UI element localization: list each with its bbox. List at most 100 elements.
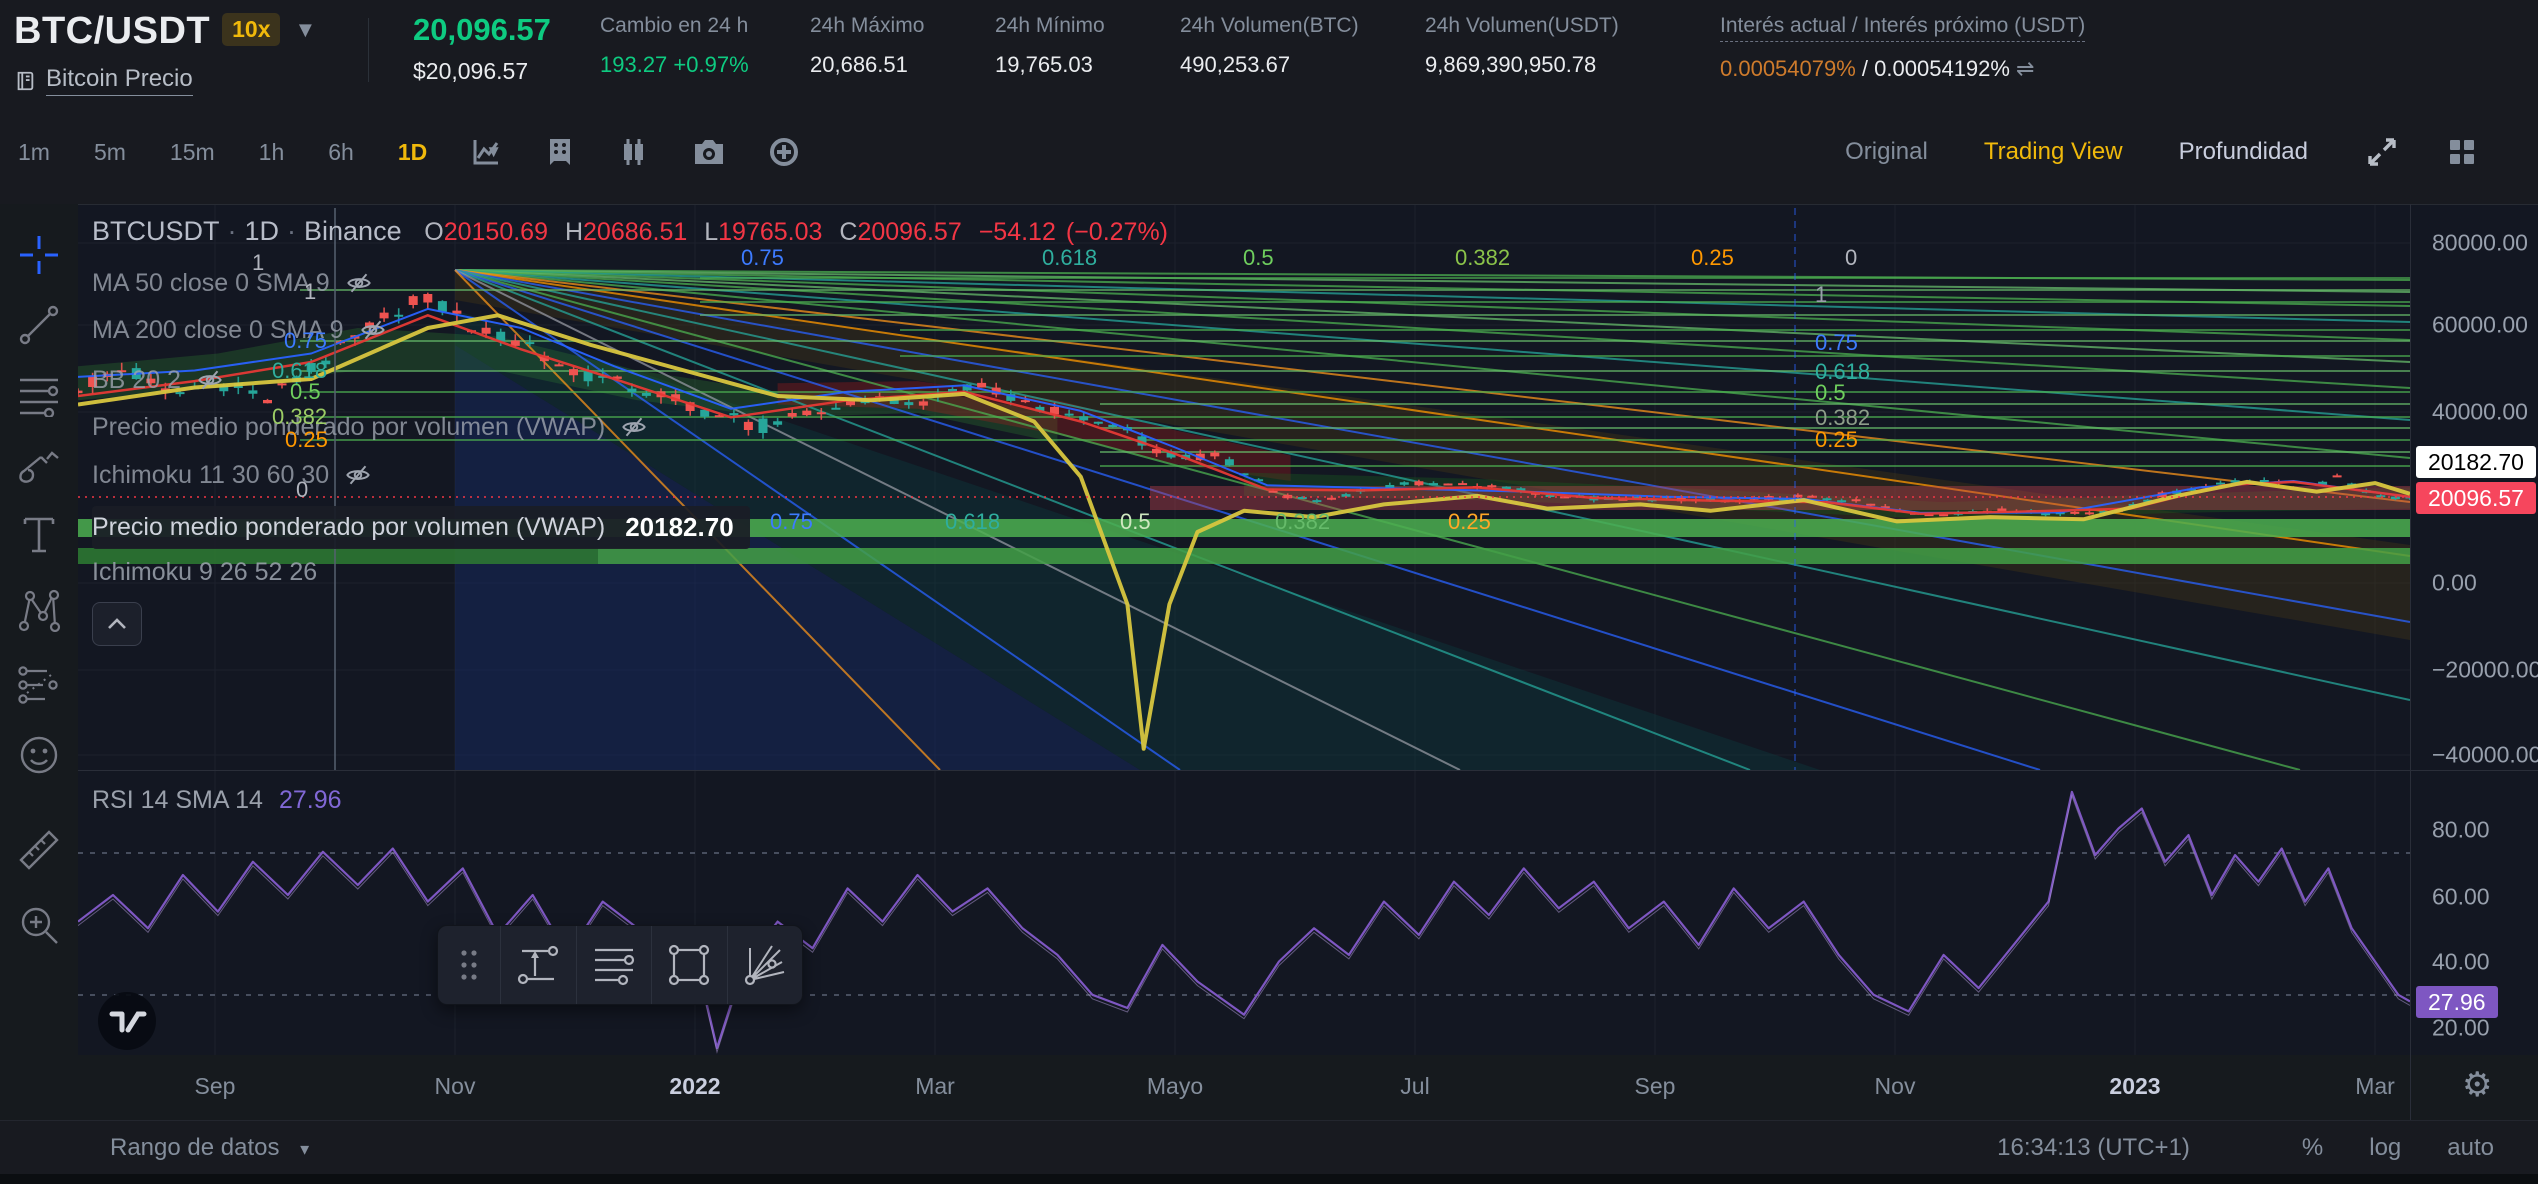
stat-2: 24h Mínimo 19,765.03 <box>995 14 1105 77</box>
interest-next: 0.00054192% <box>1874 56 2010 81</box>
percent-scale-button[interactable]: % <box>2301 1134 2324 1161</box>
text-tool-icon[interactable] <box>17 513 61 557</box>
clock[interactable]: 16:34:13 (UTC+1) <box>1997 1134 2190 1161</box>
interval-tabs: 1m 5m 15m 1h 6h 1D ▼ <box>18 100 502 204</box>
brush-tool-icon[interactable] <box>17 443 61 487</box>
eye-off-icon[interactable] <box>344 268 374 298</box>
interval-1m[interactable]: 1m <box>18 138 50 165</box>
fan-tool-button[interactable] <box>726 926 803 1004</box>
zoom-in-tool-icon[interactable] <box>17 903 61 947</box>
stat-4: 24h Volumen(USDT) 9,869,390,950.78 <box>1425 14 1619 77</box>
ruler-tool-icon[interactable] <box>17 828 61 872</box>
indicator-label: Ichimoku 11 30 60 30 <box>92 460 330 489</box>
indicator-legend-row[interactable]: Ichimoku 9 26 52 26 <box>92 558 318 586</box>
time-axis-divider <box>2410 1055 2411 1120</box>
indicator-label: BB 20 2 <box>92 365 181 394</box>
symbol-block[interactable]: BTC/USDT 10x ▼ Bitcoin Precio <box>14 10 316 96</box>
emoji-tool-icon[interactable] <box>17 733 61 777</box>
time-tick: 2023 <box>2109 1073 2161 1099</box>
view-tabs: Original Trading View Profundidad <box>1845 100 2308 204</box>
leverage-badge[interactable]: 10x <box>222 13 281 46</box>
last-price-value: 20,096.57 <box>413 12 551 47</box>
indicator-legend-row[interactable]: MA 200 close 0 SMA 9 <box>92 315 388 345</box>
eye-off-icon[interactable] <box>358 315 388 345</box>
trend-line-tool-icon[interactable] <box>17 303 61 347</box>
time-tick: Mar <box>915 1073 955 1099</box>
time-tick: Mar <box>2355 1073 2395 1099</box>
interval-5m[interactable]: 5m <box>93 138 126 165</box>
camera-icon[interactable] <box>692 137 726 167</box>
time-tick: 2022 <box>669 1073 721 1099</box>
pattern-tool-icon[interactable] <box>17 588 61 632</box>
legend-ohlc: O20150.69 H20686.51 L19765.03 C20096.57 … <box>424 218 1168 246</box>
interval-1h[interactable]: 1h <box>258 138 285 165</box>
line-chart-icon[interactable] <box>470 136 502 168</box>
stat-0: Cambio en 24 h 193.27 +0.97% <box>600 14 749 77</box>
crosshair-tool-icon[interactable] <box>17 233 61 277</box>
swap-icon[interactable]: ⇌ <box>2015 56 2035 81</box>
chart-legend: BTCUSDT · 1D · Binance O20150.69 H20686.51 L… <box>92 216 1178 646</box>
stat-3: 24h Volumen(BTC) 490,253.67 <box>1180 14 1359 77</box>
indicators-icon[interactable] <box>544 136 576 168</box>
chevron-down-icon[interactable]: ▼ <box>294 17 317 42</box>
indicator-label: MA 200 close 0 SMA 9 <box>92 315 344 344</box>
pane-divider[interactable] <box>78 770 2538 771</box>
forecast-tool-icon[interactable] <box>17 663 61 707</box>
auto-scale-button[interactable]: auto <box>2447 1134 2494 1161</box>
symbol-name: BTC/USDT <box>14 10 211 52</box>
interest-current: 0.00054079% <box>1720 56 1856 81</box>
indicator-legend-row[interactable]: Ichimoku 11 30 60 30 <box>92 460 373 490</box>
time-tick: Sep <box>1634 1073 1676 1099</box>
eye-off-icon[interactable] <box>195 365 225 395</box>
drag-handle[interactable] <box>438 926 500 1004</box>
eye-off-icon[interactable] <box>343 460 373 490</box>
time-axis[interactable]: ⚙ Sep Nov 2022 Mar Mayo Jul Sep Nov 2023 Mar <box>0 1055 2538 1120</box>
last-price: 20,096.57 $20,096.57 <box>413 12 551 85</box>
indicator-legend-row[interactable]: Precio medio ponderado por volumen (VWAP… <box>92 412 649 442</box>
rsi-legend[interactable]: RSI 14 SMA 14 27.96 <box>92 786 342 814</box>
ticker-header: BTC/USDT 10x ▼ Bitcoin Precio 20,096.57 $2… <box>0 0 2538 100</box>
interest-sep: / <box>1861 56 1869 81</box>
settings-gear-icon[interactable]: ⚙ <box>2462 1066 2493 1104</box>
indicator-legend-row[interactable]: BB 20 2 <box>92 365 225 395</box>
indicator-label: MA 50 close 0 SMA 9 <box>92 268 330 297</box>
interval-15m[interactable]: 15m <box>169 138 215 165</box>
tradingview-logo[interactable] <box>98 992 156 1050</box>
collapse-legend-button[interactable] <box>92 602 142 646</box>
rectangle-tool-button[interactable] <box>651 926 727 1004</box>
date-range-dropdown[interactable]: Rango de datos ▾ <box>110 1134 310 1161</box>
fullscreen-icon[interactable] <box>2366 136 2398 168</box>
log-scale-button[interactable]: log <box>2369 1134 2402 1161</box>
interval-dropdown-icon[interactable]: ▼ <box>485 142 503 161</box>
view-tab-1[interactable]: Trading View <box>1983 138 2123 165</box>
legend-symbol[interactable]: BTCUSDT · 1D · Binance <box>92 216 402 246</box>
book-icon <box>17 71 34 90</box>
drawing-toolbar: ‹ <box>0 204 78 1184</box>
time-tick: Nov <box>434 1073 476 1099</box>
fib-retracement-tool-icon[interactable] <box>17 373 61 417</box>
interest-label[interactable]: Interés actual / Interés próximo (USDT) <box>1720 14 2086 42</box>
interval-6h[interactable]: 6h <box>328 138 354 165</box>
fib-tool-button[interactable] <box>575 926 652 1004</box>
rsi-axis-badge: 27.96 <box>2416 986 2498 1018</box>
symbol-info-link[interactable]: Bitcoin Precio <box>46 65 193 96</box>
indicator-legend-row[interactable]: MA 50 close 0 SMA 9 <box>92 268 374 298</box>
price-axis-border <box>2410 204 2411 1120</box>
add-indicator-icon[interactable] <box>768 136 800 168</box>
view-tab-2[interactable]: Profundidad <box>2178 138 2308 165</box>
last-price-axis-badge: 20096.57 <box>2416 482 2536 514</box>
candlestick-icon[interactable] <box>618 136 650 168</box>
price-range-tool-button[interactable] <box>500 926 576 1004</box>
floating-drawing-toolbar[interactable] <box>437 925 803 1005</box>
bottom-strip <box>0 1174 2538 1184</box>
interval-1D[interactable]: 1D <box>397 138 428 165</box>
eye-off-icon[interactable] <box>619 412 649 442</box>
view-tab-0[interactable]: Original <box>1845 138 1928 165</box>
header-divider <box>368 18 369 82</box>
time-tick: Jul <box>1400 1073 1430 1099</box>
active-indicator-value: 20182.70 <box>625 512 734 542</box>
active-indicator-row[interactable]: Precio medio ponderado por volumen (VWAP… <box>92 506 750 549</box>
layout-grid-icon[interactable] <box>2446 136 2478 168</box>
